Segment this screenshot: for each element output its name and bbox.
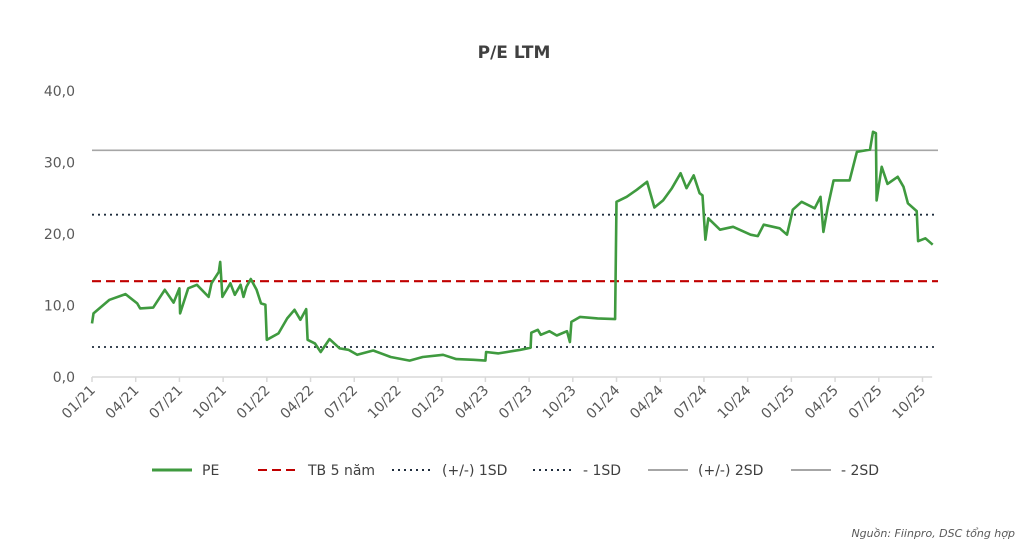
y-tick-label: 40,0	[44, 84, 75, 100]
pe-line	[90, 130, 934, 362]
x-tick-label: 07/23	[496, 383, 536, 423]
legend: PE TB 5 năm (+/-) 1SD - 1SD (+/-) 2SD - 2SD	[152, 463, 879, 479]
x-tick-label: 04/21	[103, 383, 143, 423]
chart-title: P/E LTM	[478, 43, 551, 63]
source-note: Nguồn: Fiinpro, DSC tổng hợp	[851, 527, 1015, 540]
legend-label: PE	[202, 463, 219, 479]
legend-label: - 1SD	[583, 463, 621, 479]
x-tick-label: 07/25	[846, 383, 886, 423]
x-tick-label: 10/22	[365, 383, 405, 423]
reference-lines	[92, 149, 938, 348]
x-tick-label: 10/21	[190, 383, 230, 423]
x-tick-label: 07/22	[321, 383, 361, 423]
x-tick-label: 04/25	[802, 383, 842, 423]
y-tick-label: 30,0	[44, 156, 75, 172]
legend-label: (+/-) 1SD	[442, 463, 507, 479]
x-tick-label: 01/22	[234, 383, 274, 423]
legend-label: - 2SD	[841, 463, 879, 479]
x-axis: 01/21 04/21 07/21 10/21 01/22 04/22 07/22 10/22…	[59, 376, 933, 423]
y-tick-label: 20,0	[44, 227, 75, 243]
y-tick-label: 10,0	[44, 299, 75, 315]
x-tick-label: 07/24	[671, 382, 711, 422]
y-tick-label: 0,0	[53, 370, 75, 386]
x-tick-label: 04/22	[278, 383, 318, 423]
x-tick-label: 01/21	[59, 383, 99, 423]
x-tick-label: 10/23	[540, 383, 580, 423]
legend-label: (+/-) 2SD	[698, 463, 763, 479]
x-tick-label: 01/24	[583, 382, 623, 422]
x-tick-label: 01/23	[409, 383, 449, 423]
legend-label: TB 5 năm	[307, 463, 375, 479]
x-tick-label: 04/24	[627, 382, 667, 422]
pe-series	[90, 130, 934, 362]
y-axis: 0,0 10,0 20,0 30,0 40,0	[44, 84, 75, 386]
x-tick-label: 04/23	[452, 383, 492, 423]
x-tick-label: 10/25	[889, 383, 929, 423]
x-tick-label: 07/21	[146, 383, 186, 423]
x-tick-label: 10/24	[715, 382, 755, 422]
x-tick-label: 01/25	[758, 383, 798, 423]
